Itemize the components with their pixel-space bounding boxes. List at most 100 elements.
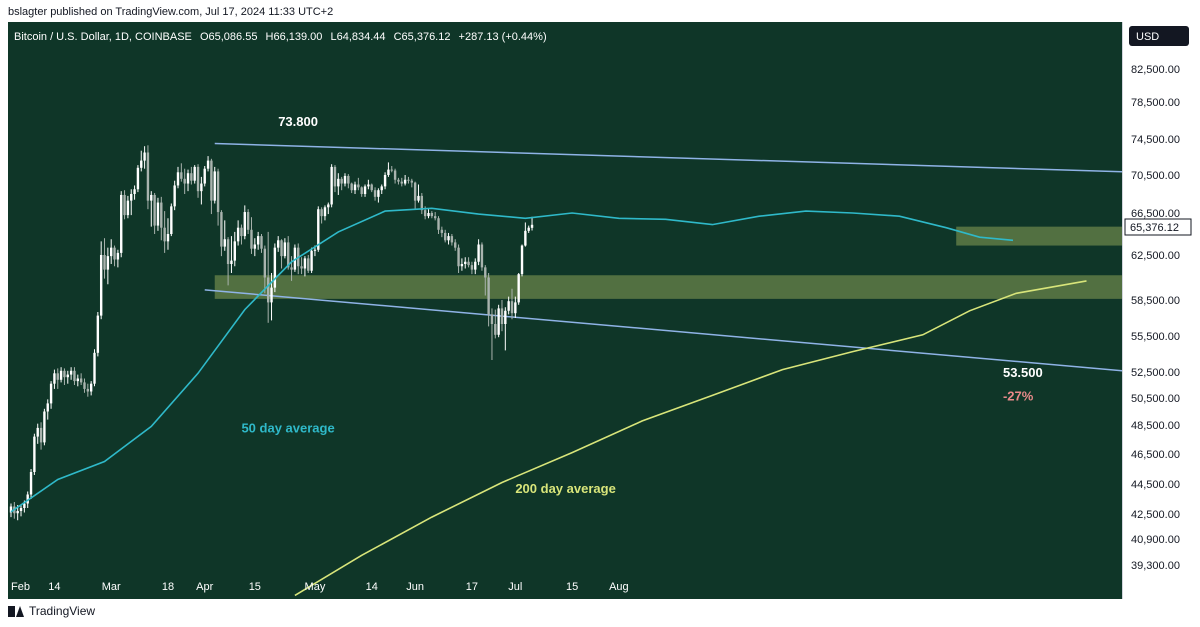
candle: [497, 304, 500, 338]
candle: [323, 205, 327, 221]
candle-body: [29, 472, 33, 495]
legend-high: H66,139.00: [266, 31, 323, 43]
candle: [156, 197, 160, 231]
candle: [393, 168, 397, 184]
candle-body: [317, 209, 320, 250]
y-tick-label: 40,900.00: [1131, 534, 1180, 546]
candle: [504, 307, 507, 351]
y-tick-label: 70,500.00: [1131, 170, 1180, 182]
candle: [413, 181, 417, 210]
candle-body: [287, 242, 290, 268]
x-tick-label: Feb: [11, 581, 30, 593]
candle: [89, 381, 93, 396]
candle-body: [447, 236, 450, 241]
price-chart[interactable]: 73.800 53.500 -27% 50 day average 200 day av…: [8, 22, 1200, 599]
legend-change: +287.13 (+0.44%): [459, 31, 547, 43]
candle-body: [377, 190, 380, 197]
candle: [99, 241, 103, 320]
candle-body: [123, 194, 126, 216]
candle-body: [517, 274, 520, 303]
legend-close: C65,376.12: [394, 31, 451, 43]
candle-body: [230, 260, 233, 264]
candle-body: [510, 301, 514, 314]
candle-body: [56, 373, 59, 380]
candle: [484, 265, 487, 296]
candle: [43, 408, 46, 446]
candle: [36, 423, 39, 444]
candle: [487, 273, 490, 327]
candle-body: [524, 230, 527, 246]
candle: [330, 164, 333, 208]
candle: [310, 247, 313, 273]
candle-body: [243, 212, 246, 237]
candle-body: [514, 302, 517, 314]
price-axis[interactable]: USD 82,500.00 78,500.00 74,500.00 70,500.00…: [1122, 22, 1193, 599]
candle-body: [256, 236, 260, 245]
candle-body: [150, 194, 153, 201]
candle: [56, 368, 59, 389]
candle-body: [110, 247, 113, 257]
candle-body: [450, 236, 454, 243]
candle-body: [133, 189, 136, 194]
candle: [256, 231, 260, 250]
candle: [69, 367, 73, 380]
candle-body: [176, 172, 180, 186]
candle-body: [487, 277, 490, 315]
candle-body: [36, 427, 39, 437]
candle: [370, 183, 373, 193]
candle: [507, 296, 510, 315]
y-tick-label: 52,500.00: [1131, 367, 1180, 379]
candle-body: [250, 229, 253, 249]
legend-line: Bitcoin / U.S. Dollar, 1D, COINBASE O65,…: [14, 31, 547, 43]
candle-body: [410, 180, 413, 183]
candle: [19, 505, 23, 517]
currency-button[interactable]: [1129, 26, 1189, 46]
candle: [387, 162, 390, 177]
candle: [133, 185, 136, 200]
candle-body: [160, 202, 163, 228]
candle: [166, 218, 170, 250]
candle: [120, 191, 123, 258]
candle-body: [93, 352, 96, 384]
candle-body: [263, 248, 267, 278]
candle-body: [200, 183, 203, 192]
candle-body: [390, 169, 393, 171]
candle: [160, 196, 163, 241]
candle-body: [76, 378, 79, 382]
candle-body: [49, 383, 53, 404]
y-tick-label: 42,500.00: [1131, 509, 1180, 521]
x-tick-label: Jul: [508, 581, 522, 593]
candle-body: [89, 383, 93, 392]
chart-frame[interactable]: 73.800 53.500 -27% 50 day average 200 day av…: [8, 22, 1200, 599]
candle-body: [327, 204, 330, 208]
ma200-line: [294, 280, 1087, 597]
candle-body: [153, 194, 156, 226]
candle-body: [323, 207, 327, 217]
candle-body: [397, 179, 400, 182]
y-tick-label: 66,500.00: [1131, 208, 1180, 220]
currency-button-label: USD: [1136, 31, 1159, 43]
candle: [300, 257, 303, 275]
candle: [246, 209, 250, 234]
candle-body: [59, 370, 63, 380]
candle-body: [266, 277, 270, 303]
candle-body: [530, 224, 534, 228]
candle-body: [474, 261, 477, 270]
candle-body: [277, 240, 280, 248]
candle: [173, 180, 176, 211]
y-tick-label: 50,500.00: [1131, 393, 1180, 405]
candle: [400, 177, 403, 187]
x-tick-label: 14: [48, 581, 60, 593]
candle-body: [43, 411, 46, 443]
trendline: [214, 142, 1197, 175]
candle: [186, 169, 190, 192]
candle-body: [417, 195, 420, 201]
candle: [29, 469, 33, 499]
candle: [213, 166, 216, 204]
candle: [93, 349, 96, 387]
candle: [420, 193, 424, 215]
candle-body: [233, 241, 236, 261]
candle: [106, 247, 110, 285]
candle-body: [393, 170, 397, 180]
candles: [9, 145, 534, 521]
